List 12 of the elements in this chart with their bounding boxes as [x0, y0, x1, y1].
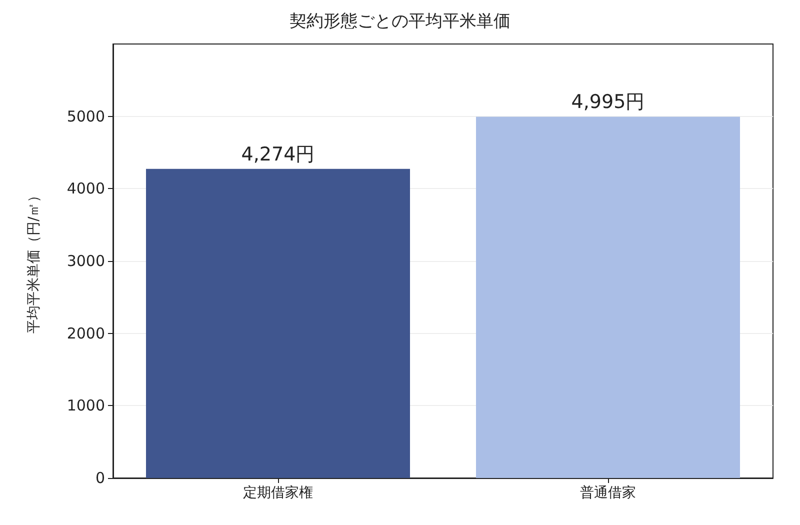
- data-label: 4,274円: [241, 143, 315, 166]
- y-tick-label: 1000: [66, 396, 105, 415]
- y-axis-title: 平均平米単価（円/㎡）: [26, 188, 42, 334]
- x-tick-label: 普通借家: [580, 484, 636, 501]
- y-tick-label: 4000: [66, 180, 105, 198]
- y-tick-label: 0: [95, 469, 105, 487]
- data-label: 4,995円: [571, 91, 645, 114]
- x-tick-label: 定期借家権: [243, 485, 313, 501]
- chart-title: 契約形態ごとの平均平米単価: [290, 12, 510, 32]
- y-tick-label: 2000: [66, 324, 105, 342]
- y-tick-label: 5000: [66, 107, 105, 126]
- y-tick-label: 3000: [66, 252, 105, 270]
